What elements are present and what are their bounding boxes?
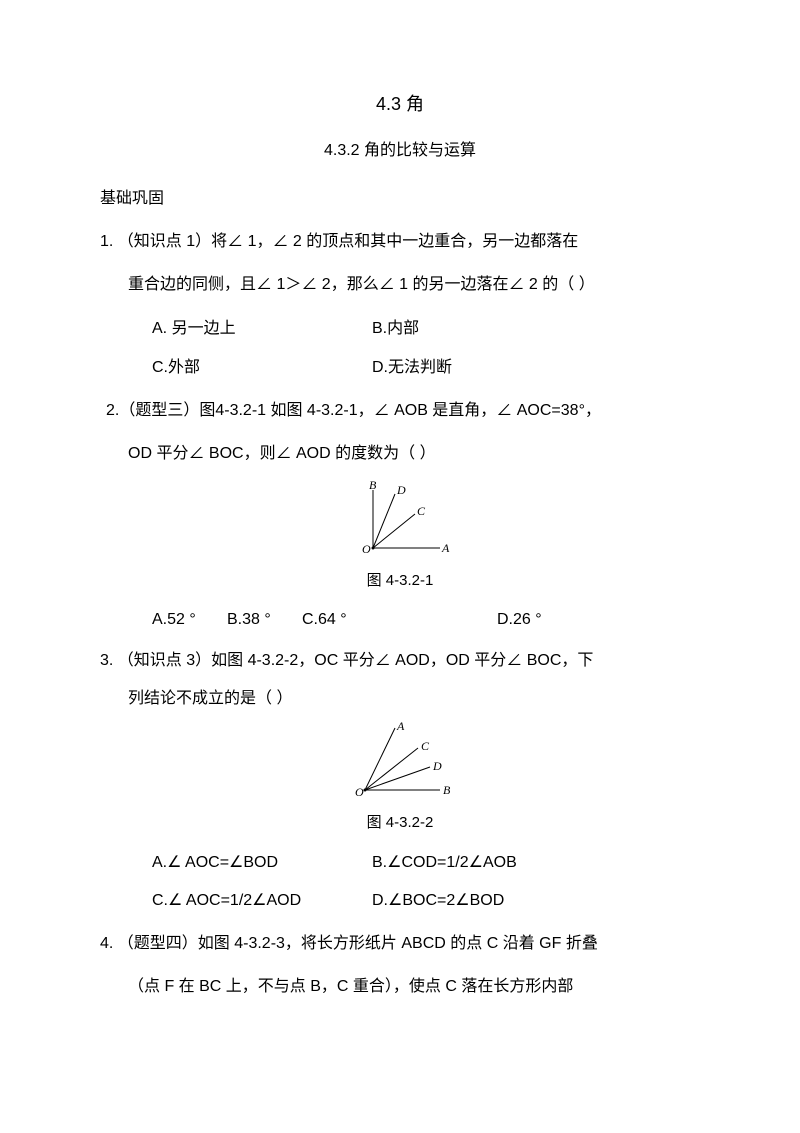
svg-text:B: B [369,480,377,492]
question-1-options-row2: C.外部 D.无法判断 [100,349,700,387]
svg-text:O: O [355,785,364,799]
q3-option-b: B.∠COD=1/2∠AOB [372,844,517,882]
svg-text:D: D [396,483,406,497]
q2-option-a: A.52 ° [152,602,227,637]
figure-2-caption: 图 4-3.2-2 [100,811,700,832]
question-3-line2: 列结论不成立的是（ ） [100,686,700,712]
question-2-options: A.52 ° B.38 ° C.64 ° D.26 ° [100,602,700,637]
q2-option-b: B.38 ° [227,602,302,637]
svg-text:A: A [396,720,405,733]
svg-text:D: D [432,759,442,773]
q2-option-c: C.64 ° [302,602,497,637]
svg-text:O: O [362,542,371,556]
q3-option-a: A.∠ AOC=∠BOD [152,844,372,882]
q1-option-d: D.无法判断 [372,349,452,387]
question-4-line2: （点 F 在 BC 上，不与点 B，C 重合），使点 C 落在长方形内部 [100,969,700,1004]
section-header: 基础巩固 [100,184,700,208]
svg-text:C: C [417,504,426,518]
svg-text:B: B [443,783,451,797]
question-2-line1: 2.（题型三）图4-3.2-1 如图 4-3.2-1，∠ AOB 是直角，∠ A… [100,393,700,428]
svg-text:A: A [441,541,450,555]
question-1-options-row1: A. 另一边上 B.内部 [100,310,700,348]
q1-option-a: A. 另一边上 [152,310,372,348]
q2-option-d: D.26 ° [497,602,542,637]
question-3-line1: 3. （知识点 3）如图 4-3.2-2，OC 平分∠ AOD，OD 平分∠ B… [100,643,700,678]
svg-text:C: C [421,739,430,753]
q1-option-b: B.内部 [372,310,419,348]
question-3-options-row2: C.∠ AOC=1/2∠AOD D.∠BOC=2∠BOD [100,882,700,920]
question-1-line2: 重合边的同侧，且∠ 1＞∠ 2，那么∠ 1 的另一边落在∠ 2 的（ ） [100,267,700,302]
page-title: 4.3 角 [100,90,700,116]
q3-option-c: C.∠ AOC=1/2∠AOD [152,882,372,920]
question-1-line1: 1. （知识点 1）将∠ 1，∠ 2 的顶点和其中一边重合，另一边都落在 [100,224,700,259]
question-3-options-row1: A.∠ AOC=∠BOD B.∠COD=1/2∠AOB [100,844,700,882]
figure-1: O A B D C [100,480,700,565]
question-4-line1: 4. （题型四）如图 4-3.2-3，将长方形纸片 ABCD 的点 C 沿着 G… [100,926,700,961]
q1-option-c: C.外部 [152,349,372,387]
figure-1-caption: 图 4-3.2-1 [100,569,700,590]
q3-option-d: D.∠BOC=2∠BOD [372,882,504,920]
question-2-line2: OD 平分∠ BOC，则∠ AOD 的度数为（ ） [100,436,700,471]
figure-2: O A C D B [100,720,700,807]
page-subtitle: 4.3.2 角的比较与运算 [100,136,700,160]
